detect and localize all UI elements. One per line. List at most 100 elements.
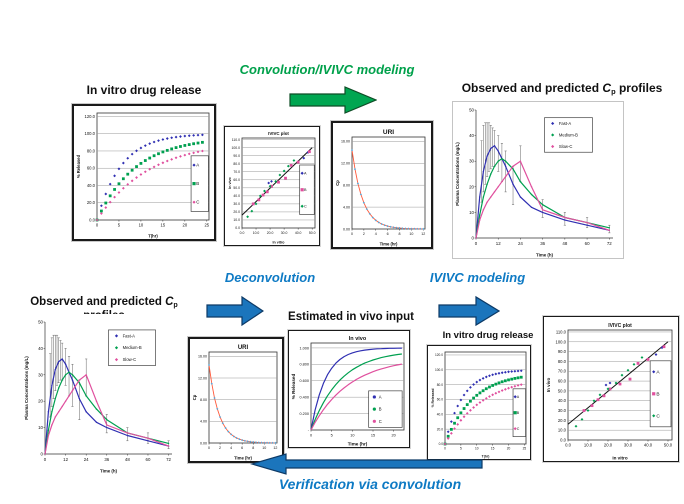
svg-text:B: B — [304, 188, 307, 192]
svg-text:2: 2 — [363, 232, 365, 236]
svg-text:% Released: % Released — [431, 389, 435, 408]
svg-text:50.0: 50.0 — [664, 443, 673, 448]
svg-text:IVIVC plot: IVIVC plot — [268, 131, 289, 136]
svg-text:110.0: 110.0 — [232, 138, 240, 142]
svg-text:20.0: 20.0 — [87, 200, 96, 205]
svg-text:0: 0 — [444, 447, 446, 451]
svg-text:IVIVC plot: IVIVC plot — [608, 323, 632, 329]
chart-uri-top: 0.00 4.00 8.00 12.00 16.00 0 2 4 6 8 10 12 URI Cp Time… — [331, 121, 433, 249]
svg-text:8.00: 8.00 — [200, 398, 207, 402]
svg-text:10: 10 — [262, 446, 266, 450]
svg-text:0.0: 0.0 — [439, 442, 444, 446]
svg-text:1.000: 1.000 — [299, 346, 309, 350]
svg-text:0.0: 0.0 — [89, 217, 95, 222]
svg-text:In vivo: In vivo — [349, 336, 367, 342]
svg-text:20.0: 20.0 — [437, 427, 443, 431]
chart-uri-bottom: 0.00 4.00 8.00 12.00 16.00 0 2 4 6 8 10 12 URI Cp Time… — [188, 337, 284, 463]
chart-ivivc-large: 0.0 10.0 20.0 30.0 40.0 50.0 60.0 70.0 80.0 90.0 1… — [543, 316, 679, 462]
estimated-input-title: Estimated in vivo input — [288, 311, 414, 323]
svg-text:Fast-A: Fast-A — [559, 121, 572, 126]
svg-text:60: 60 — [146, 457, 151, 462]
svg-text:Fast-A: Fast-A — [123, 333, 136, 338]
svg-text:10.0: 10.0 — [584, 443, 593, 448]
svg-text:10.0: 10.0 — [253, 231, 260, 235]
svg-text:30: 30 — [38, 372, 43, 377]
svg-text:5: 5 — [118, 223, 121, 228]
svg-text:30.0: 30.0 — [233, 202, 240, 206]
ivivc-modeling-arrow-icon — [438, 295, 500, 327]
svg-text:In vivo: In vivo — [228, 177, 232, 189]
svg-text:60.0: 60.0 — [437, 398, 443, 402]
svg-text:48: 48 — [562, 241, 567, 246]
svg-text:15: 15 — [371, 433, 375, 437]
svg-text:10: 10 — [38, 425, 43, 430]
svg-text:30.0: 30.0 — [624, 443, 633, 448]
svg-text:Cp: Cp — [192, 394, 197, 400]
svg-text:Plasma Concentrations (mg/L): Plasma Concentrations (mg/L) — [455, 142, 460, 206]
svg-text:10.0: 10.0 — [558, 428, 567, 433]
svg-text:20: 20 — [38, 399, 43, 404]
svg-text:6: 6 — [241, 446, 243, 450]
svg-text:90.0: 90.0 — [233, 154, 240, 158]
svg-text:In vivo: In vivo — [546, 378, 551, 393]
svg-text:48: 48 — [125, 457, 130, 462]
chart-invitro-top: 0.0 20.0 40.0 60.0 80.0 100.0 120.0 0 5 10 15 20 25%… — [72, 104, 216, 241]
ivivc-modeling-flow-label: IVIVC modeling — [429, 270, 526, 285]
invitro-release-title-bottom: In vitro drug release — [442, 330, 534, 341]
svg-text:50: 50 — [38, 320, 43, 325]
svg-text:0.400: 0.400 — [299, 395, 309, 399]
svg-text:80.0: 80.0 — [233, 162, 240, 166]
svg-text:A: A — [196, 163, 199, 168]
svg-text:40: 40 — [38, 346, 43, 351]
svg-text:80.0: 80.0 — [558, 359, 567, 364]
svg-text:100.0: 100.0 — [85, 131, 96, 136]
svg-text:8.00: 8.00 — [343, 183, 350, 187]
svg-text:0.0: 0.0 — [565, 443, 571, 448]
svg-text:40.0: 40.0 — [437, 412, 443, 416]
svg-text:0: 0 — [41, 452, 44, 457]
svg-text:T(hr): T(hr) — [148, 234, 158, 239]
convolution-arrow-icon — [289, 86, 377, 114]
svg-text:50: 50 — [469, 108, 474, 113]
svg-text:0: 0 — [208, 446, 210, 450]
svg-text:72: 72 — [166, 457, 171, 462]
svg-text:0.0: 0.0 — [560, 437, 566, 442]
svg-text:80.0: 80.0 — [87, 148, 96, 153]
svg-text:36: 36 — [540, 241, 545, 246]
svg-text:10: 10 — [139, 223, 144, 228]
cp-profiles-title-top: Observed and predicted Cp profiles — [461, 81, 663, 96]
svg-text:0.800: 0.800 — [299, 363, 309, 367]
svg-text:72: 72 — [607, 241, 612, 246]
svg-text:B: B — [196, 181, 199, 186]
svg-text:24: 24 — [518, 241, 523, 246]
svg-text:0.00: 0.00 — [343, 227, 350, 231]
chart-ivivc-small: 0.0 10.0 20.0 30.0 40.0 50.0 60.0 70.0 80.0 90.0 1… — [224, 126, 320, 246]
svg-text:70.0: 70.0 — [558, 369, 567, 374]
verification-arrow-icon — [250, 453, 483, 475]
svg-text:Slow-C: Slow-C — [559, 144, 573, 149]
svg-text:40: 40 — [469, 133, 474, 138]
svg-text:50.0: 50.0 — [558, 388, 567, 393]
svg-text:4.00: 4.00 — [200, 420, 207, 424]
svg-text:Time (h): Time (h) — [536, 253, 554, 258]
svg-text:50.0: 50.0 — [309, 231, 316, 235]
svg-text:10: 10 — [469, 210, 474, 215]
svg-text:10.0: 10.0 — [233, 218, 240, 222]
svg-text:B: B — [379, 407, 382, 412]
svg-text:C: C — [196, 200, 199, 205]
svg-text:% Released: % Released — [291, 374, 296, 400]
svg-text:12: 12 — [273, 446, 277, 450]
svg-text:In vitro: In vitro — [273, 241, 286, 245]
svg-text:0.600: 0.600 — [299, 379, 309, 383]
svg-text:100.0: 100.0 — [232, 146, 241, 150]
svg-text:-: - — [308, 428, 310, 432]
svg-text:Time (hr): Time (hr) — [380, 242, 398, 247]
convolution-flow-label: Convolution/IVIVC modeling — [239, 62, 415, 77]
svg-text:Medium-B: Medium-B — [123, 345, 142, 350]
svg-text:Time (h): Time (h) — [100, 469, 118, 474]
svg-text:70.0: 70.0 — [233, 170, 240, 174]
svg-text:120.0: 120.0 — [85, 114, 96, 119]
svg-text:20: 20 — [507, 447, 511, 451]
svg-text:0.200: 0.200 — [299, 412, 309, 416]
